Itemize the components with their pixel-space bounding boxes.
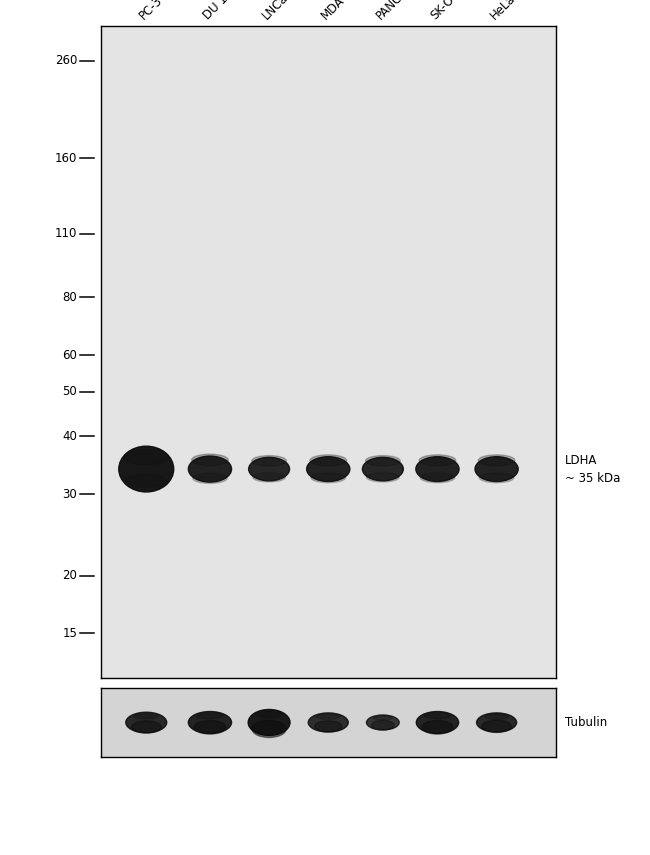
Ellipse shape: [367, 715, 399, 730]
Ellipse shape: [253, 473, 285, 482]
Ellipse shape: [192, 473, 227, 483]
Ellipse shape: [416, 711, 459, 734]
Ellipse shape: [367, 473, 399, 482]
Ellipse shape: [249, 457, 290, 481]
Text: 50: 50: [62, 386, 77, 398]
Text: 80: 80: [62, 291, 77, 304]
Text: 15: 15: [62, 627, 77, 640]
Text: SK-OV-3: SK-OV-3: [428, 0, 471, 22]
Ellipse shape: [257, 711, 281, 718]
Ellipse shape: [363, 457, 403, 481]
Text: PC-3: PC-3: [137, 0, 165, 22]
Ellipse shape: [194, 721, 226, 734]
Ellipse shape: [311, 473, 346, 483]
Ellipse shape: [365, 456, 400, 466]
Ellipse shape: [197, 713, 223, 719]
Ellipse shape: [373, 716, 393, 720]
Text: 40: 40: [62, 430, 77, 443]
Text: MDA-MB-231: MDA-MB-231: [319, 0, 382, 22]
Text: Tubulin: Tubulin: [565, 716, 607, 729]
Ellipse shape: [475, 457, 518, 481]
Ellipse shape: [125, 475, 167, 487]
Ellipse shape: [317, 714, 340, 719]
Ellipse shape: [476, 713, 517, 732]
Ellipse shape: [188, 711, 231, 734]
Text: DU 145: DU 145: [201, 0, 241, 22]
Text: 160: 160: [55, 152, 77, 165]
Text: 20: 20: [62, 569, 77, 582]
Ellipse shape: [315, 721, 342, 732]
Ellipse shape: [310, 455, 346, 466]
Text: 260: 260: [55, 55, 77, 68]
Ellipse shape: [307, 457, 350, 481]
Ellipse shape: [192, 454, 228, 466]
Text: HeLa: HeLa: [488, 0, 517, 22]
Ellipse shape: [308, 713, 348, 732]
Ellipse shape: [479, 473, 514, 483]
Ellipse shape: [419, 455, 456, 466]
Ellipse shape: [420, 473, 455, 483]
Ellipse shape: [248, 710, 290, 735]
Text: 30: 30: [62, 487, 77, 501]
Ellipse shape: [424, 713, 450, 719]
Ellipse shape: [125, 712, 166, 733]
Ellipse shape: [478, 455, 515, 466]
Text: 60: 60: [62, 349, 77, 362]
Ellipse shape: [188, 456, 231, 482]
Ellipse shape: [124, 450, 168, 465]
Ellipse shape: [416, 457, 459, 481]
Ellipse shape: [134, 714, 159, 719]
Text: PANC-1: PANC-1: [374, 0, 413, 22]
Ellipse shape: [252, 721, 286, 738]
Text: LDHA
~ 35 kDa: LDHA ~ 35 kDa: [565, 453, 620, 485]
Ellipse shape: [422, 721, 453, 734]
Ellipse shape: [119, 446, 174, 492]
Ellipse shape: [131, 721, 161, 733]
Ellipse shape: [485, 714, 508, 719]
Text: 110: 110: [55, 227, 77, 240]
Ellipse shape: [252, 456, 287, 466]
Text: LNCaP: LNCaP: [260, 0, 296, 22]
Ellipse shape: [372, 721, 394, 730]
Ellipse shape: [482, 720, 512, 733]
